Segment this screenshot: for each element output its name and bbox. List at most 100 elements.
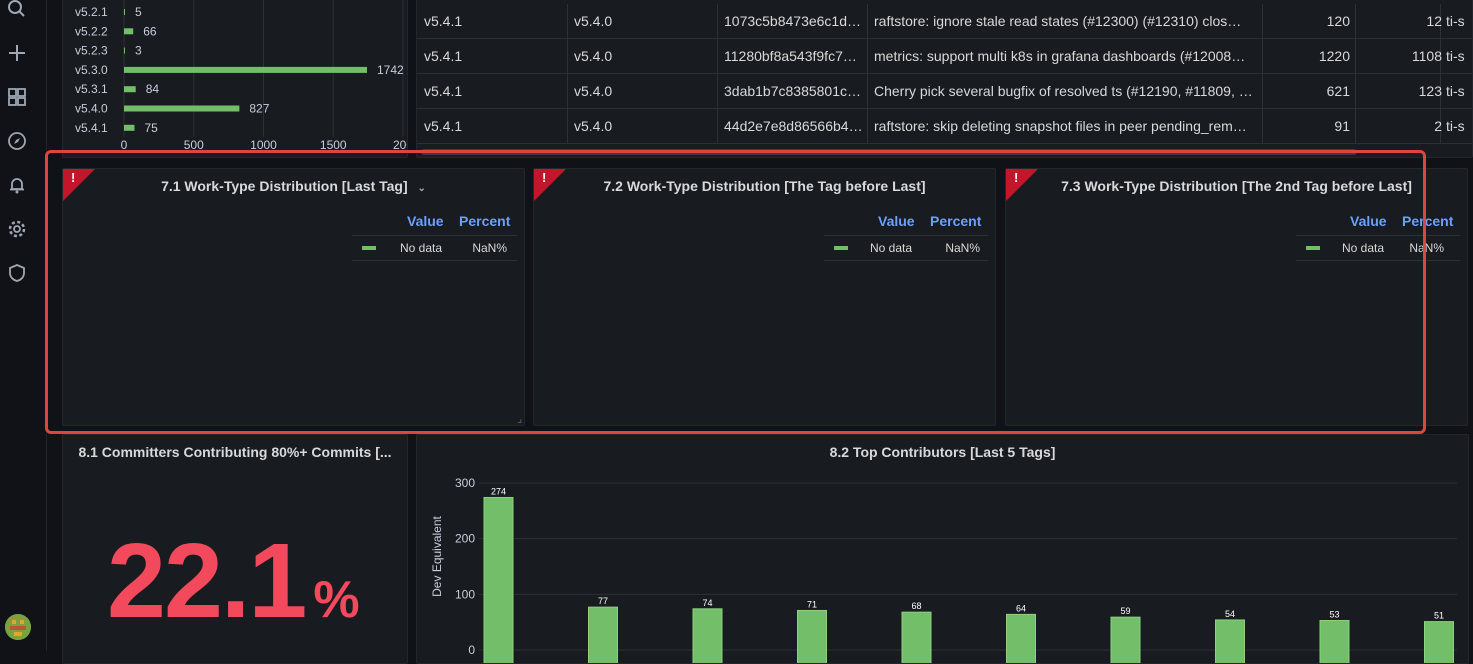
panel-error-indicator[interactable]	[534, 169, 566, 201]
column-separator	[717, 39, 718, 73]
top-contributors-chart: Dev Equivalent 300 200 100 0 274 77 74 71 68 64 59 5…	[430, 476, 1457, 663]
bar-value-label: 274	[491, 486, 506, 496]
contributor-bar[interactable]	[483, 496, 514, 663]
bar-value-label: 53	[1329, 609, 1339, 619]
work-type-panel-tag-before-last: ! 7.2 Work-Type Distribution [The Tag be…	[533, 168, 996, 426]
bar-category-label: v5.2.1	[75, 5, 108, 19]
column-separator	[1262, 39, 1263, 73]
release-bar[interactable]	[124, 9, 125, 15]
panel-title[interactable]: 7.1 Work-Type Distribution [Last Tag] ⌄	[63, 178, 524, 194]
contributor-bar[interactable]	[1110, 616, 1141, 663]
stat-number: 22.1	[107, 522, 307, 640]
column-separator	[1355, 4, 1356, 38]
legend-row[interactable]: No data NaN%	[1296, 235, 1460, 261]
bar-value-label: 59	[1120, 606, 1130, 616]
legend-header-value[interactable]: Value	[407, 213, 444, 229]
table-cell-b: 12	[1426, 13, 1442, 29]
bar-value-label: 1742	[377, 63, 404, 77]
release-bar[interactable]	[124, 47, 125, 54]
chevron-down-icon[interactable]: ⌄	[417, 183, 426, 194]
table-cell-hash: 11280bf8a543f9fc7…	[724, 48, 857, 64]
column-separator	[1440, 74, 1441, 108]
table-cell-repo: ti-s	[1446, 83, 1465, 99]
panel-title[interactable]: 7.3 Work-Type Distribution [The 2nd Tag …	[1006, 178, 1467, 194]
user-avatar[interactable]	[5, 614, 31, 640]
release-bar[interactable]	[124, 86, 136, 93]
table-cell-a: 120	[1326, 13, 1350, 29]
release-bar-chart: 0 500 1000 1500 200 v5.2.1 5 v5.2.2 66 v5.2.3 3 v5.…	[75, 0, 407, 152]
table-cell-a: 1220	[1318, 48, 1350, 64]
contributor-bar[interactable]	[1319, 619, 1350, 663]
resize-handle-icon[interactable]: ⌟	[517, 414, 522, 425]
column-separator	[567, 74, 568, 108]
panel-title[interactable]: 7.2 Work-Type Distribution [The Tag befo…	[534, 178, 995, 194]
table-cell-a: 91	[1334, 118, 1350, 134]
table-cell-tag: v5.4.1	[424, 83, 463, 99]
contributor-bar[interactable]	[1006, 613, 1036, 663]
table-row[interactable]: v5.4.1 v5.4.0 44d2e7e8d86566b4… raftstore: …	[417, 109, 1472, 144]
work-type-panel-2nd-tag-before-last: ! 7.3 Work-Type Distribution [The 2nd Ta…	[1005, 168, 1468, 426]
search-icon[interactable]	[7, 0, 27, 20]
column-separator	[1440, 39, 1441, 73]
shield-icon[interactable]	[7, 263, 27, 283]
legend-swatch	[362, 246, 376, 250]
y-axis-label: Dev Equivalent	[430, 515, 444, 596]
panel-title[interactable]: 8.2 Top Contributors [Last 5 Tags]	[829, 444, 1056, 460]
table-row[interactable]: v5.4.1 v5.4.0 1073c5b8473e6c1d… raftstore: …	[417, 4, 1472, 39]
dashboards-icon[interactable]	[7, 87, 27, 107]
panel-error-indicator[interactable]	[1006, 169, 1038, 201]
bar-value-label: 64	[1016, 603, 1026, 613]
contributor-bar[interactable]	[1215, 619, 1245, 663]
column-separator	[1262, 74, 1263, 108]
column-separator	[717, 4, 718, 38]
column-separator	[1262, 4, 1263, 38]
legend-percent-value: NaN%	[1409, 241, 1444, 255]
column-separator	[1440, 109, 1441, 143]
contributor-bar[interactable]	[797, 609, 827, 663]
bar-category-label: v5.2.2	[75, 24, 108, 38]
contributor-bar[interactable]	[901, 611, 932, 663]
legend-row[interactable]: No data NaN%	[352, 235, 517, 261]
table-cell-message: raftstore: ignore stale read states (#12…	[874, 13, 1242, 29]
legend-header-value[interactable]: Value	[878, 213, 915, 229]
panel-error-indicator[interactable]	[63, 169, 95, 201]
error-mark: !	[542, 170, 547, 185]
legend-header-percent[interactable]: Percent	[1402, 213, 1454, 229]
legend-row[interactable]: No data NaN%	[824, 235, 988, 261]
table-cell-a: 621	[1326, 83, 1350, 99]
release-bar[interactable]	[124, 105, 240, 112]
column-separator	[867, 109, 868, 143]
panel-title-text: 7.1 Work-Type Distribution [Last Tag]	[161, 178, 408, 194]
plus-icon[interactable]	[7, 43, 27, 63]
release-bar[interactable]	[124, 124, 135, 131]
column-separator	[1355, 39, 1356, 73]
table-cell-repo: ti-s	[1446, 48, 1465, 64]
release-bar[interactable]	[124, 28, 134, 35]
table-cell-base: v5.4.0	[574, 13, 613, 29]
table-cell-hash: 1073c5b8473e6c1d…	[724, 13, 862, 29]
legend-header-percent[interactable]: Percent	[930, 213, 982, 229]
y-tick-label: 0	[468, 643, 475, 657]
panel-title[interactable]: 8.1 Committers Contributing 80%+ Commits…	[78, 444, 392, 460]
table-row[interactable]: v5.4.1 v5.4.0 3dab1b7c8385801c… Cherry pick…	[417, 74, 1472, 109]
sidebar	[0, 0, 47, 651]
bar-category-label: v5.3.1	[75, 82, 108, 96]
legend-header-value[interactable]: Value	[1350, 213, 1387, 229]
release-bar[interactable]	[124, 66, 368, 73]
contributor-bar[interactable]	[1424, 621, 1454, 663]
table-row[interactable]: v5.4.1 v5.4.0 11280bf8a543f9fc7… metrics: s…	[417, 39, 1472, 74]
table-cell-tag: v5.4.1	[424, 48, 463, 64]
explore-icon[interactable]	[7, 131, 27, 151]
column-separator	[867, 39, 868, 73]
table-cell-message: Cherry pick several bugfix of resolved t…	[874, 83, 1253, 99]
alerting-icon[interactable]	[7, 175, 27, 195]
settings-icon[interactable]	[7, 219, 27, 239]
y-tick-label: 300	[455, 476, 475, 490]
legend-header-percent[interactable]: Percent	[459, 213, 511, 229]
bar-category-label: v5.4.0	[75, 102, 108, 116]
legend-series-name: No data	[870, 241, 913, 255]
bar-value-label: 68	[911, 601, 921, 611]
contributor-bar[interactable]	[588, 606, 618, 663]
horizontal-scrollbar[interactable]	[421, 149, 1357, 155]
contributor-bar[interactable]	[692, 608, 723, 663]
